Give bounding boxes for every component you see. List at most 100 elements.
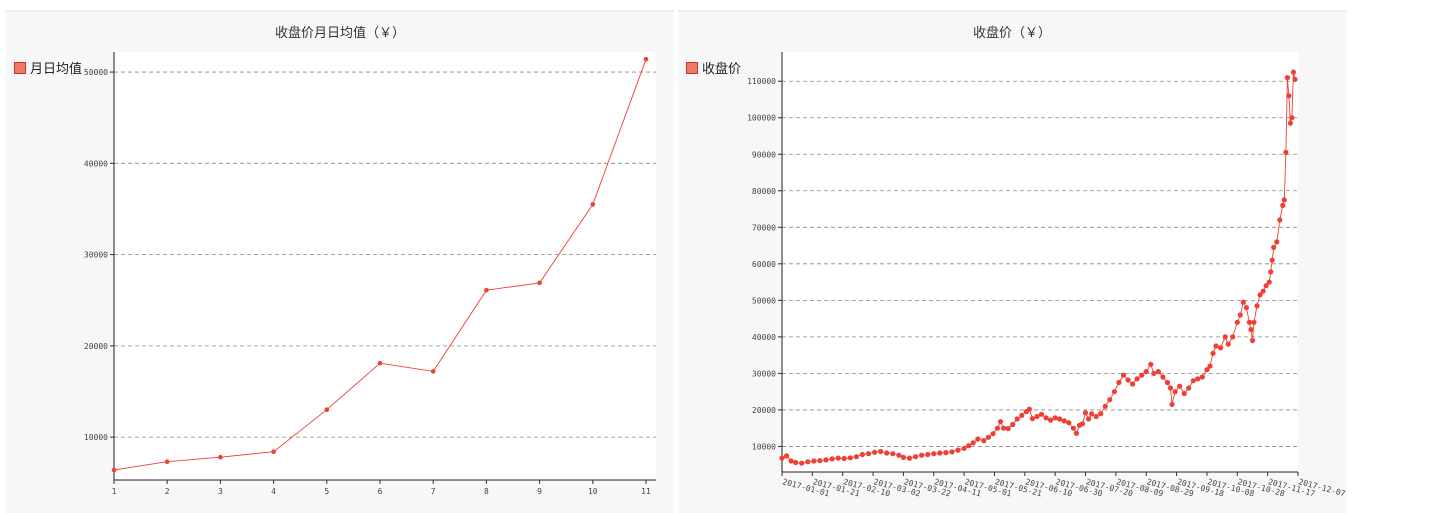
data-point — [949, 449, 955, 455]
data-point — [900, 454, 906, 460]
legend[interactable]: 收盘价 — [686, 58, 741, 77]
chart-panel-close-price: 收盘价（￥） 收盘价 10000 20000 30000 40000 50000 6000… — [678, 10, 1347, 513]
legend-swatch — [14, 61, 26, 74]
x-tick-label: 6 — [378, 487, 383, 496]
data-point — [997, 419, 1004, 425]
data-point — [1155, 369, 1161, 375]
data-point — [1111, 389, 1117, 395]
y-tick-label: 10000 — [84, 433, 108, 442]
data-point — [1266, 279, 1272, 285]
data-point — [1079, 421, 1086, 427]
data-point — [1010, 421, 1016, 428]
data-point — [1082, 410, 1089, 416]
x-tick-label: 5 — [324, 487, 329, 496]
data-point — [1066, 420, 1072, 426]
data-point — [590, 202, 596, 207]
data-point — [890, 451, 896, 457]
data-point — [1222, 334, 1228, 340]
data-point — [537, 280, 542, 286]
data-point — [823, 457, 829, 463]
data-point — [324, 407, 330, 413]
legend-label: 收盘价 — [702, 62, 742, 77]
data-point — [1248, 327, 1254, 333]
data-point — [884, 450, 890, 456]
x-tick-label: 11 — [641, 487, 651, 496]
data-point — [1271, 244, 1277, 250]
data-point — [931, 451, 937, 457]
data-point — [1289, 115, 1295, 121]
data-point — [164, 459, 170, 465]
data-point — [218, 454, 223, 460]
data-point — [955, 447, 961, 453]
line-chart-close-price: 10000 20000 30000 40000 50000 60000 70000 80000… — [747, 52, 1347, 498]
data-point — [847, 455, 853, 461]
data-point — [919, 452, 925, 458]
data-point — [1263, 283, 1269, 289]
x-tick-label: 8 — [484, 487, 489, 496]
chart-title: 收盘价（￥） — [972, 26, 1051, 41]
data-point — [835, 455, 841, 461]
data-point — [937, 450, 943, 456]
data-point — [1268, 269, 1274, 275]
y-tick-label: 80000 — [752, 187, 776, 196]
data-point — [966, 443, 972, 449]
data-point — [1089, 411, 1095, 417]
data-point — [1061, 418, 1067, 424]
y-tick-label: 60000 — [752, 260, 776, 269]
legend[interactable]: 月日均值 — [14, 58, 82, 77]
data-point — [784, 453, 790, 459]
data-point — [799, 460, 805, 466]
data-point — [1237, 312, 1243, 318]
data-point — [1195, 376, 1201, 382]
chart-title: 收盘价月日均值（￥） — [274, 26, 405, 41]
data-point — [1286, 93, 1292, 99]
data-point — [1251, 319, 1257, 325]
data-point — [1026, 406, 1032, 412]
data-point — [1048, 417, 1054, 423]
x-tick-label: 4 — [271, 487, 276, 496]
data-point — [961, 445, 967, 451]
data-point — [1287, 120, 1293, 126]
data-point — [1290, 69, 1296, 75]
data-point — [1284, 75, 1290, 81]
data-point — [788, 458, 794, 464]
data-point — [1249, 337, 1256, 344]
data-point — [913, 454, 919, 460]
y-tick-label: 100000 — [747, 114, 776, 123]
data-point — [1280, 202, 1286, 208]
plot-area — [782, 52, 1298, 472]
data-point — [1001, 425, 1007, 431]
data-point — [1230, 334, 1236, 340]
legend-label: 月日均值 — [30, 62, 83, 77]
data-point — [1257, 292, 1263, 298]
x-tick-label: 1 — [112, 487, 117, 496]
data-point — [1281, 197, 1287, 203]
data-point — [1125, 377, 1131, 383]
data-point — [793, 459, 799, 466]
data-point — [841, 455, 847, 462]
data-point — [1107, 397, 1113, 403]
data-point — [872, 449, 878, 455]
data-point — [1043, 415, 1049, 421]
data-point — [1292, 76, 1298, 82]
data-point — [1207, 363, 1213, 369]
chart-panel-monthly-average: 收盘价月日均值（￥） 月日均值 10000 20000 30000 40000 5000… — [6, 10, 674, 513]
y-tick-label: 70000 — [752, 223, 776, 232]
data-point — [1160, 374, 1166, 380]
data-point — [1172, 389, 1178, 395]
data-point — [817, 458, 823, 464]
x-tick-label: 3 — [218, 487, 223, 496]
data-point — [1130, 381, 1136, 387]
data-point — [1164, 379, 1171, 386]
data-point — [643, 57, 649, 62]
data-point — [779, 455, 785, 461]
data-point — [1169, 401, 1175, 407]
data-point — [925, 451, 931, 458]
data-point — [1093, 413, 1099, 420]
x-tick-label: 7 — [431, 487, 436, 496]
data-point — [1199, 374, 1205, 380]
data-point — [975, 436, 981, 442]
data-point — [1274, 239, 1280, 245]
data-point — [430, 369, 436, 374]
data-point — [1143, 369, 1149, 375]
